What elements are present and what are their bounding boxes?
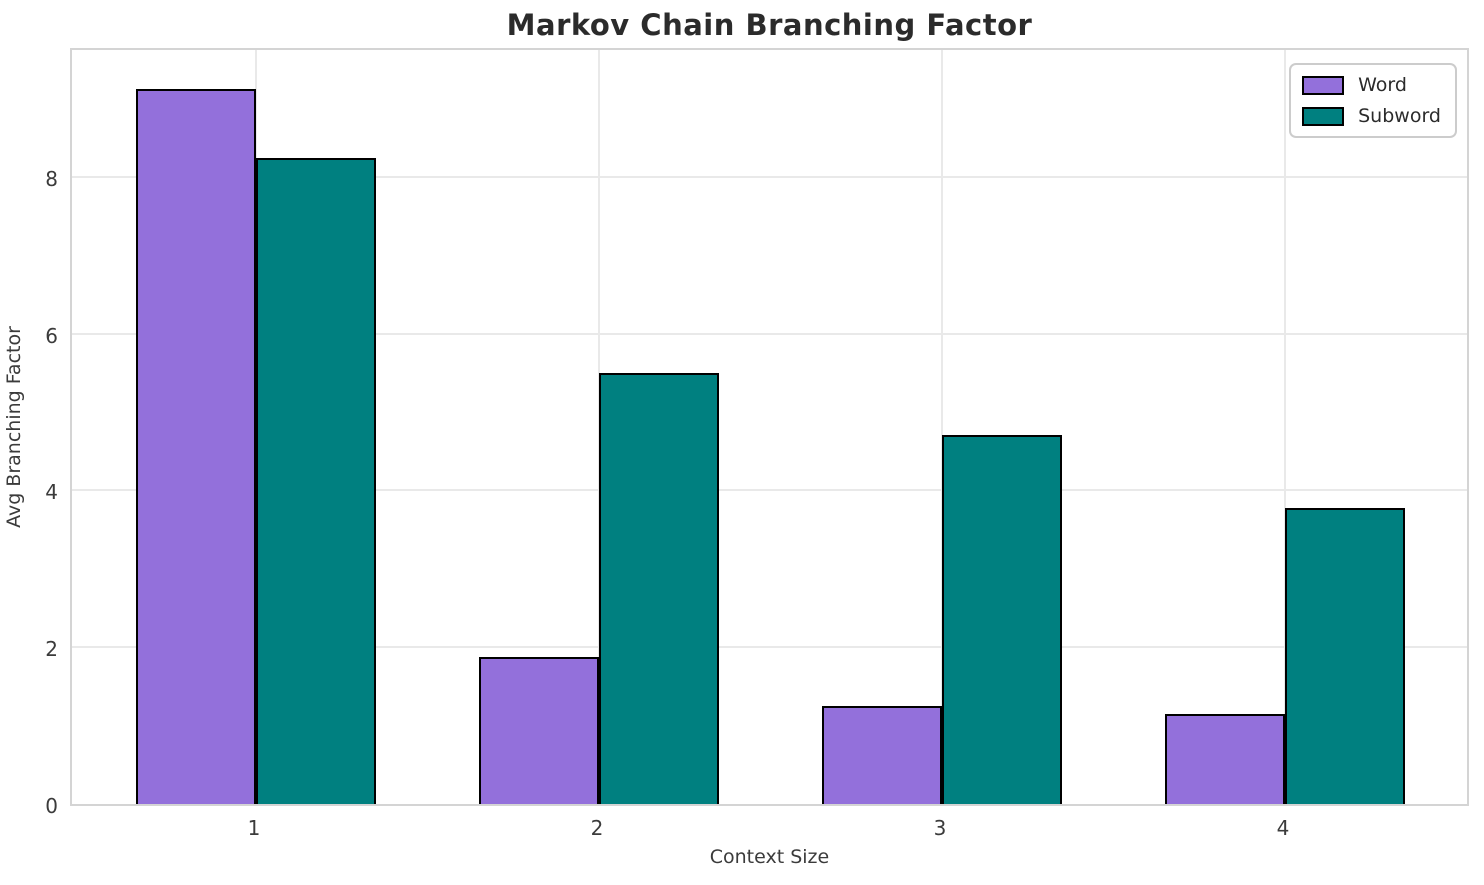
gridline-y-4: [72, 489, 1467, 492]
gridline-y-2: [72, 646, 1467, 649]
legend-label-word: Word: [1358, 74, 1407, 96]
gridline-y-8: [72, 175, 1467, 178]
bar-subword-context-2: [599, 373, 719, 804]
chart-title: Markov Chain Branching Factor: [506, 8, 1033, 42]
bar-word-context-4: [1165, 714, 1285, 804]
bar-word-context-1: [136, 89, 256, 804]
xtick-label-1: 1: [247, 816, 261, 840]
y-axis-label: Avg Branching Factor: [3, 326, 25, 528]
ytick-label-6: 6: [45, 323, 58, 348]
xtick-label-2: 2: [590, 816, 604, 840]
bar-word-context-3: [822, 706, 942, 804]
legend: Word Subword: [1289, 63, 1457, 138]
bar-subword-context-1: [256, 158, 376, 804]
xtick-label-3: 3: [933, 816, 947, 840]
bar-subword-context-3: [942, 435, 1062, 804]
gridline-x-3: [941, 50, 943, 804]
legend-item-subword: Subword: [1302, 105, 1441, 127]
ytick-label-8: 8: [45, 166, 58, 191]
xtick-label-4: 4: [1276, 816, 1290, 840]
x-axis-label: Context Size: [709, 846, 830, 868]
ytick-label-2: 2: [45, 637, 58, 662]
gridline-x-4: [1284, 50, 1286, 804]
legend-swatch-word: [1302, 75, 1345, 95]
bar-subword-context-4: [1285, 508, 1405, 804]
legend-label-subword: Subword: [1358, 105, 1441, 127]
ytick-label-4: 4: [45, 480, 58, 505]
gridline-y-6: [72, 332, 1467, 335]
legend-item-word: Word: [1302, 74, 1441, 96]
plot-area: Word Subword: [70, 48, 1469, 806]
legend-swatch-subword: [1302, 106, 1345, 126]
ytick-label-0: 0: [45, 794, 58, 818]
bar-word-context-2: [479, 657, 599, 804]
